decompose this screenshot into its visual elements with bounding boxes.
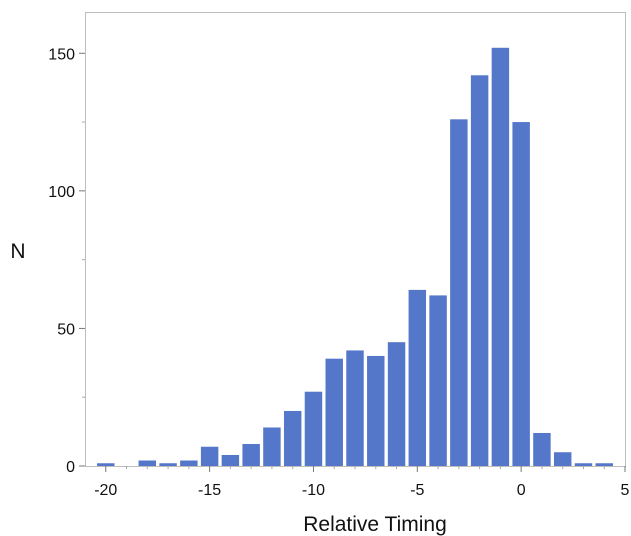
bar [553, 452, 572, 466]
bar [574, 463, 593, 466]
bar [387, 342, 406, 466]
bar [470, 75, 489, 466]
x-tick-label: -5 [410, 482, 424, 499]
y-tick-label: 100 [48, 184, 75, 201]
bar [304, 391, 323, 466]
bar [595, 463, 613, 466]
x-tick-label: -15 [198, 482, 221, 499]
bar [512, 122, 530, 466]
y-axis-title: N [10, 240, 25, 263]
bar [367, 355, 385, 466]
bar [263, 427, 281, 466]
bar [180, 460, 198, 466]
x-tick-label: -10 [302, 482, 325, 499]
y-tick-label: 50 [57, 321, 75, 338]
bar [283, 410, 302, 466]
x-tick-label: -20 [94, 482, 117, 499]
x-tick-label: 0 [517, 482, 526, 499]
bar [408, 289, 427, 466]
bar [138, 460, 157, 466]
x-tick-label: 5 [621, 482, 630, 499]
bar [325, 358, 343, 466]
y-tick-label: 150 [48, 46, 75, 63]
x-axis-title: Relative Timing [303, 513, 447, 536]
bar [200, 446, 219, 466]
bar [221, 454, 240, 466]
bar [533, 432, 551, 466]
y-tick-label: 0 [66, 459, 75, 476]
x-axis: -20 -15 -10 -5 0 5 [94, 466, 630, 499]
bar [159, 463, 177, 466]
bar [242, 443, 260, 466]
bar [491, 47, 510, 467]
bar [346, 350, 364, 466]
bar [97, 463, 115, 466]
y-axis: 0 50 100 150 [48, 46, 85, 476]
bars-group [97, 47, 613, 467]
bar [429, 295, 447, 466]
bar [450, 119, 468, 466]
